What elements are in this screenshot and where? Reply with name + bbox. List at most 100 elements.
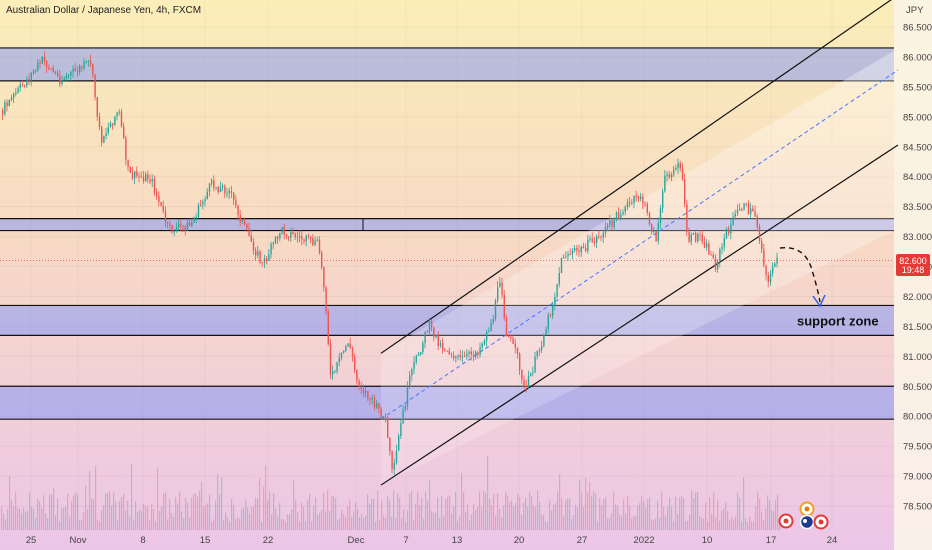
volume-bar [711, 513, 713, 530]
volume-bar [17, 507, 19, 530]
volume-bar [727, 510, 729, 530]
candle-body [508, 335, 510, 338]
candle-body [402, 409, 404, 424]
candle-body [637, 196, 640, 199]
volume-bar [31, 506, 33, 530]
regression-channel[interactable] [380, 0, 899, 486]
candle-body [481, 344, 483, 348]
candle-body [279, 233, 281, 239]
channel-mid-line[interactable] [380, 69, 899, 420]
volume-bar [531, 496, 533, 530]
candle-body [310, 236, 312, 239]
candle-body [758, 226, 761, 241]
volume-bar [289, 514, 291, 530]
candle-body [479, 347, 481, 355]
channel-upper-line[interactable] [380, 0, 898, 354]
flag-icon[interactable] [799, 514, 815, 530]
candle-body [717, 261, 719, 270]
volume-bar [593, 491, 595, 530]
volume-bar [417, 492, 419, 530]
volume-bar [79, 520, 81, 530]
volume-bar [145, 506, 147, 530]
zone-rect[interactable] [0, 218, 894, 231]
event-marker-2[interactable] [799, 501, 815, 517]
volume-bar [501, 517, 503, 530]
volume-bar [391, 516, 393, 530]
volume-bar [119, 501, 121, 530]
volume-bar [761, 512, 763, 530]
event-marker-1[interactable] [778, 513, 794, 529]
volume-bar [307, 499, 309, 530]
volume-bar [505, 491, 507, 530]
candle-body [629, 202, 631, 204]
volume-bar [373, 498, 375, 530]
volume-bar [539, 501, 541, 530]
candle-body [200, 204, 202, 206]
candle-body [149, 179, 151, 182]
time-axis[interactable]: 25 Nov 8 15 22 Dec 7 13 20 27 2022 10 17 24 [26, 535, 838, 546]
volume-bar [135, 500, 137, 530]
volume-bar [239, 518, 241, 530]
candle-body [244, 220, 246, 225]
candle-body [2, 110, 4, 115]
candle-body [624, 206, 626, 212]
candle-body [171, 225, 173, 233]
zone-rect[interactable] [0, 47, 894, 81]
candle-body [549, 315, 552, 317]
volume-bar [683, 498, 685, 530]
candle-body [670, 174, 673, 178]
volume-bar [409, 494, 411, 530]
volume-bar [149, 520, 151, 530]
volume-bar [255, 497, 257, 530]
candle-body [697, 233, 699, 242]
volume-bar [165, 491, 167, 530]
volume-bar [519, 496, 521, 530]
volume-bar [295, 500, 297, 530]
volume-bar [287, 514, 289, 530]
volume-bar [567, 498, 569, 530]
candle-body [444, 349, 446, 351]
candle-body [109, 123, 112, 128]
x-tick-label: Dec [348, 535, 365, 546]
candle-body [648, 212, 651, 225]
volume-bar [209, 494, 211, 530]
volume-bar [653, 520, 655, 530]
candle-body [655, 231, 657, 242]
volume-bar [617, 505, 619, 530]
x-tick-label: 22 [263, 535, 274, 546]
volume-bar [249, 513, 251, 530]
candle-body [741, 209, 743, 211]
volume-bar [573, 515, 575, 530]
candle-body [204, 199, 206, 202]
candle-body [578, 250, 580, 253]
y-tick-label: 85.500 [903, 82, 932, 93]
candle-body [116, 112, 118, 117]
volume-bar [87, 509, 89, 530]
volume-bar [705, 502, 707, 530]
event-marker-3[interactable] [813, 514, 829, 530]
candle-body [123, 126, 125, 138]
volume-bar [457, 520, 459, 530]
event-markers[interactable] [778, 501, 829, 530]
volume-bar [503, 505, 505, 530]
candle-body [398, 436, 400, 451]
volume-bar [393, 490, 395, 530]
candle-body [373, 397, 376, 408]
candle-body [239, 214, 241, 222]
candle-body [422, 343, 424, 353]
volume-bar [35, 517, 37, 530]
volume-bar [183, 518, 185, 530]
candle-body [703, 242, 706, 248]
channel-lower-line[interactable] [380, 144, 899, 486]
candle-body [307, 235, 310, 237]
candle-body [541, 346, 543, 350]
volume-bar [759, 498, 761, 530]
volume-bar [773, 510, 775, 530]
candle-body [316, 239, 318, 241]
volume-bar [561, 497, 563, 530]
candle-body [538, 349, 541, 352]
candle-body [376, 403, 378, 408]
volume-bar [273, 493, 275, 530]
